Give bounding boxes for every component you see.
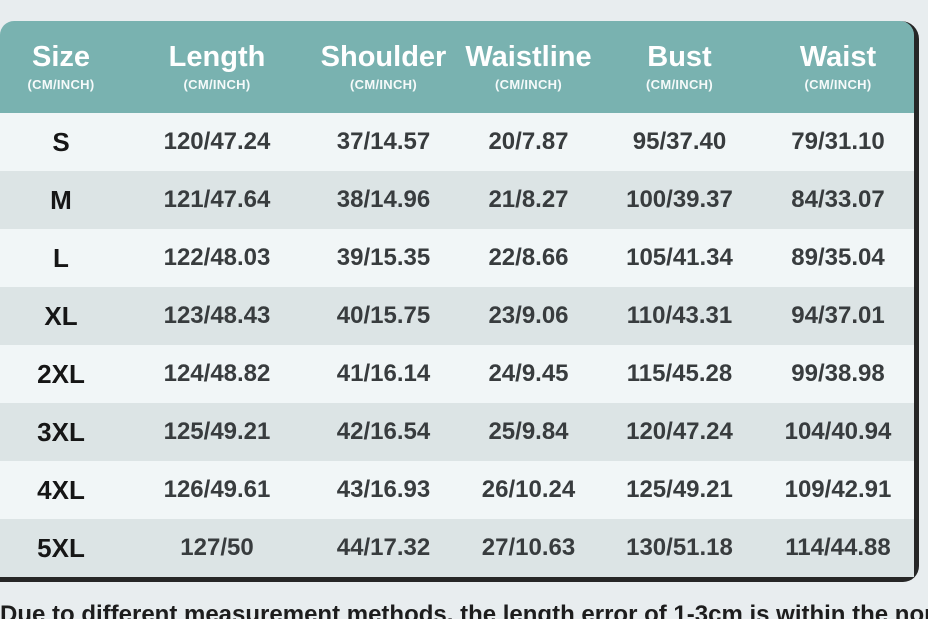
cell-bust: 105/41.34: [626, 244, 733, 271]
cell-length: 127/50: [180, 534, 254, 561]
table-row: 2XL 124/48.82 41/16.14 24/9.45 115/45.28 99/3…: [0, 345, 914, 403]
cell-waistline: 22/8.66: [488, 244, 569, 271]
table-row: 4XL 126/49.61 43/16.93 26/10.24 125/49.21 109…: [0, 461, 914, 519]
column-unit-label: (CM/INCH): [646, 76, 713, 92]
cell-length: 120/47.24: [163, 128, 271, 155]
column-unit-label: (CM/INCH): [183, 76, 251, 92]
cell-waistline: 23/9.06: [488, 302, 569, 329]
cell-size: 4XL: [37, 474, 85, 505]
cell-shoulder: 41/16.14: [336, 360, 431, 387]
cell-shoulder: 40/15.75: [336, 302, 431, 329]
table-header-row: Size (CM/INCH) Length (CM/INCH) Shoulder…: [0, 21, 914, 113]
cell-size: L: [53, 242, 69, 273]
column-label: Shoulder: [320, 40, 447, 73]
cell-size: M: [50, 184, 72, 215]
cell-size: 5XL: [37, 532, 85, 563]
cell-length: 122/48.03: [163, 244, 271, 271]
cell-waistline: 25/9.84: [488, 418, 569, 445]
table-body: S 120/47.24 37/14.57 20/7.87 95/37.40 79/31.1…: [0, 113, 914, 577]
column-label: Waistline: [465, 40, 592, 73]
column-header-shoulder: Shoulder (CM/INCH): [312, 40, 455, 92]
cell-shoulder: 43/16.93: [336, 476, 431, 503]
table-row: L 122/48.03 39/15.35 22/8.66 105/41.34 89/35.…: [0, 229, 914, 287]
cell-bust: 110/43.31: [626, 302, 733, 329]
cell-waist: 99/38.98: [791, 360, 885, 387]
column-unit-label: (CM/INCH): [27, 76, 95, 92]
cell-waist: 104/40.94: [784, 418, 892, 445]
cell-size: 2XL: [37, 358, 85, 389]
column-unit-label: (CM/INCH): [495, 76, 562, 92]
column-label: Waist: [799, 40, 877, 73]
cell-waistline: 26/10.24: [481, 476, 576, 503]
table-row: 5XL 127/50 44/17.32 27/10.63 130/51.18 114/44…: [0, 519, 914, 577]
column-header-size: Size (CM/INCH): [0, 40, 122, 92]
cell-bust: 95/37.40: [632, 128, 727, 155]
cell-shoulder: 42/16.54: [336, 418, 431, 445]
column-label: Length: [168, 40, 266, 73]
cell-shoulder: 39/15.35: [336, 244, 431, 271]
column-label: Bust: [647, 40, 712, 73]
column-header-length: Length (CM/INCH): [122, 40, 312, 92]
cell-waist: 84/33.07: [791, 186, 885, 213]
cell-waist: 79/31.10: [791, 128, 885, 155]
cell-length: 124/48.82: [163, 360, 271, 387]
column-header-waist: Waist (CM/INCH): [757, 40, 919, 92]
cell-waist: 89/35.04: [791, 244, 885, 271]
cell-length: 126/49.61: [163, 476, 271, 503]
cell-waist: 94/37.01: [791, 302, 885, 329]
table-row: 3XL 125/49.21 42/16.54 25/9.84 120/47.24 104/…: [0, 403, 914, 461]
cell-shoulder: 38/14.96: [336, 186, 431, 213]
cell-bust: 130/51.18: [626, 534, 733, 561]
table-row: S 120/47.24 37/14.57 20/7.87 95/37.40 79/31.1…: [0, 113, 914, 171]
cell-size: S: [52, 126, 70, 157]
cell-length: 123/48.43: [163, 302, 271, 329]
column-unit-label: (CM/INCH): [350, 76, 417, 92]
cell-shoulder: 44/17.32: [336, 534, 431, 561]
column-label: Size: [31, 40, 91, 73]
column-unit-label: (CM/INCH): [804, 76, 872, 92]
cell-shoulder: 37/14.57: [336, 128, 431, 155]
size-chart-table: Size (CM/INCH) Length (CM/INCH) Shoulder…: [0, 21, 919, 582]
cell-waistline: 27/10.63: [481, 534, 576, 561]
cell-waistline: 24/9.45: [488, 360, 569, 387]
table-row: M 121/47.64 38/14.96 21/8.27 100/39.37 84/33.…: [0, 171, 914, 229]
cell-length: 125/49.21: [163, 418, 271, 445]
cell-size: XL: [44, 300, 78, 331]
disclaimer-note: Due to different measurement methods, th…: [0, 601, 928, 619]
cell-bust: 100/39.37: [626, 186, 733, 213]
column-header-waistline: Waistline (CM/INCH): [455, 40, 602, 92]
cell-length: 121/47.64: [163, 186, 271, 213]
cell-bust: 120/47.24: [626, 418, 733, 445]
cell-waist: 114/44.88: [785, 534, 891, 561]
cell-bust: 125/49.21: [626, 476, 733, 503]
cell-size: 3XL: [37, 416, 85, 447]
cell-bust: 115/45.28: [626, 360, 733, 387]
cell-waistline: 21/8.27: [488, 186, 569, 213]
table-row: XL 123/48.43 40/15.75 23/9.06 110/43.31 94/37…: [0, 287, 914, 345]
cell-waist: 109/42.91: [784, 476, 892, 503]
column-header-bust: Bust (CM/INCH): [602, 40, 757, 92]
cell-waistline: 20/7.87: [488, 128, 569, 155]
